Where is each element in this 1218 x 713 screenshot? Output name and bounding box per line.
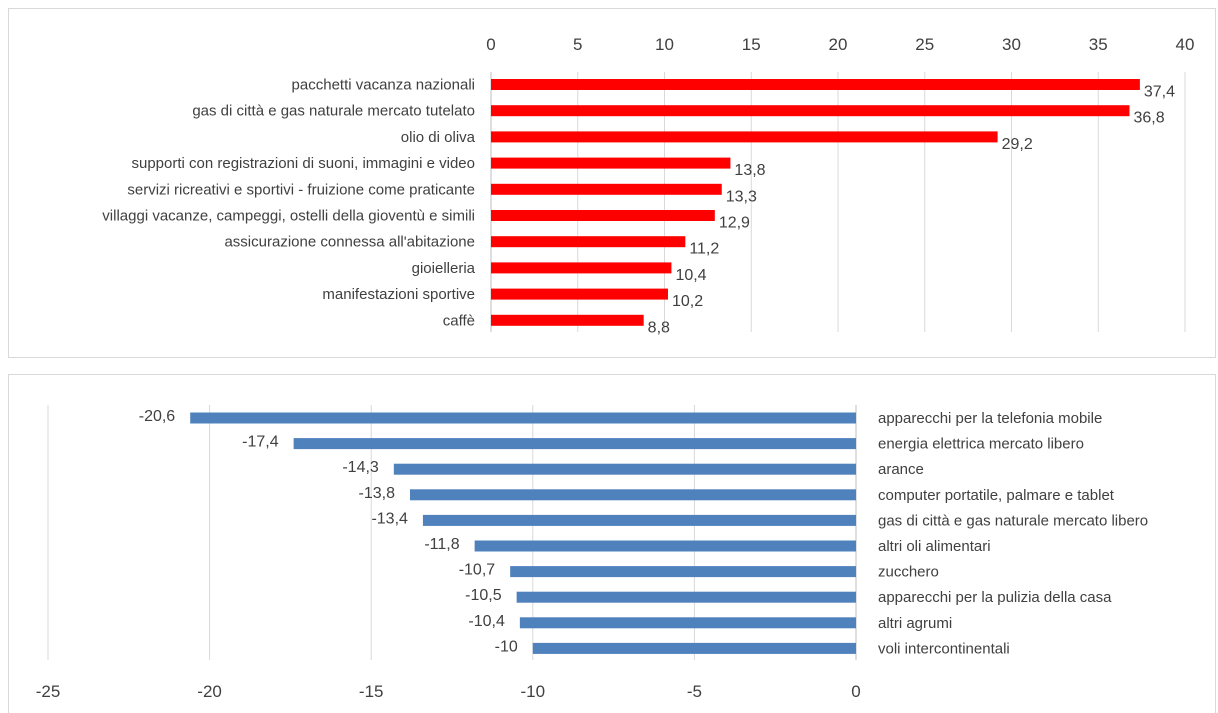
x-tick-label-top: 10 xyxy=(655,35,674,54)
bar-bottom xyxy=(510,566,856,578)
x-tick-label-top: 40 xyxy=(1176,35,1195,54)
x-tick-label-bottom: -10 xyxy=(521,682,546,701)
category-label-bottom: arance xyxy=(878,461,924,478)
category-label-top: gas di città e gas naturale mercato tute… xyxy=(192,103,475,120)
category-label-top: assicurazione connessa all'abitazione xyxy=(224,234,475,251)
bar-top xyxy=(491,131,998,143)
bar-top xyxy=(491,105,1130,117)
category-label-bottom: energia elettrica mercato libero xyxy=(878,436,1084,453)
x-tick-label-bottom: -20 xyxy=(197,682,222,701)
chart-top-panel xyxy=(8,8,1216,358)
x-tick-label-top: 25 xyxy=(915,35,934,54)
category-label-top: villaggi vacanze, campeggi, ostelli dell… xyxy=(102,208,475,225)
category-label-top: caffè xyxy=(443,312,475,329)
bar-bottom xyxy=(474,540,856,552)
category-label-bottom: altri oli alimentari xyxy=(878,538,991,555)
bar-top xyxy=(491,210,715,221)
category-label-top: manifestazioni sportive xyxy=(322,286,475,303)
bar-top xyxy=(491,79,1140,90)
bar-top xyxy=(491,314,644,326)
category-label-bottom: altri agrumi xyxy=(878,615,952,632)
x-tick-label-top: 0 xyxy=(486,35,495,54)
data-label-top: 10,4 xyxy=(675,267,706,284)
category-label-bottom: apparecchi per la telefonia mobile xyxy=(878,410,1102,427)
bar-top xyxy=(491,236,686,248)
x-tick-label-bottom: -15 xyxy=(359,682,384,701)
x-tick-label-top: 5 xyxy=(573,35,582,54)
category-label-bottom: apparecchi per la pulizia della casa xyxy=(878,589,1112,606)
category-label-top: pacchetti vacanza nazionali xyxy=(292,77,475,94)
x-tick-label-bottom: 0 xyxy=(851,682,860,701)
x-tick-label-bottom: -25 xyxy=(36,682,61,701)
data-label-top: 12,9 xyxy=(719,215,750,232)
x-tick-label-top: 35 xyxy=(1089,35,1108,54)
x-tick-label-top: 20 xyxy=(829,35,848,54)
data-label-bottom: -11,8 xyxy=(424,536,459,553)
category-label-top: gioielleria xyxy=(412,260,476,277)
bar-top xyxy=(491,262,672,274)
x-tick-label-top: 15 xyxy=(742,35,761,54)
data-label-bottom: -10,7 xyxy=(459,562,496,579)
data-label-bottom: -10,5 xyxy=(465,587,502,604)
bar-top xyxy=(491,288,668,300)
data-label-bottom: -17,4 xyxy=(242,434,279,451)
data-label-top: 8,8 xyxy=(648,319,670,336)
bar-bottom xyxy=(409,489,856,501)
data-label-top: 10,2 xyxy=(672,293,703,310)
data-label-top: 11,2 xyxy=(689,241,719,258)
category-label-bottom: zucchero xyxy=(878,564,939,581)
data-label-top: 13,3 xyxy=(726,188,757,205)
bar-top xyxy=(491,157,731,169)
data-label-bottom: -14,3 xyxy=(342,459,379,476)
data-label-top: 29,2 xyxy=(1002,136,1033,153)
data-label-top: 36,8 xyxy=(1133,110,1164,127)
x-tick-label-top: 30 xyxy=(1002,35,1021,54)
data-label-bottom: -10,4 xyxy=(468,613,505,630)
bar-bottom xyxy=(190,412,856,424)
data-label-bottom: -13,8 xyxy=(359,485,396,502)
data-label-top: 37,4 xyxy=(1144,84,1175,101)
data-label-bottom: -20,6 xyxy=(139,408,176,425)
category-label-bottom: computer portatile, palmare e tablet xyxy=(878,487,1115,504)
category-label-top: supporti con registrazioni di suoni, imm… xyxy=(131,155,475,172)
x-tick-label-bottom: -5 xyxy=(687,682,702,701)
bar-bottom xyxy=(422,514,856,526)
bar-bottom xyxy=(532,642,856,654)
bar-top xyxy=(491,183,722,195)
bar-bottom xyxy=(516,591,856,603)
bar-bottom xyxy=(519,617,856,629)
category-label-bottom: voli intercontinentali xyxy=(878,640,1010,657)
bar-bottom xyxy=(293,438,857,450)
data-label-top: 13,8 xyxy=(734,162,765,179)
category-label-bottom: gas di città e gas naturale mercato libe… xyxy=(878,512,1148,529)
data-label-bottom: -10 xyxy=(495,638,518,655)
bar-bottom xyxy=(393,463,856,475)
data-label-bottom: -13,4 xyxy=(371,510,408,527)
category-label-top: olio di oliva xyxy=(401,129,476,146)
category-label-top: servizi ricreativi e sportivi - fruizion… xyxy=(127,181,475,198)
